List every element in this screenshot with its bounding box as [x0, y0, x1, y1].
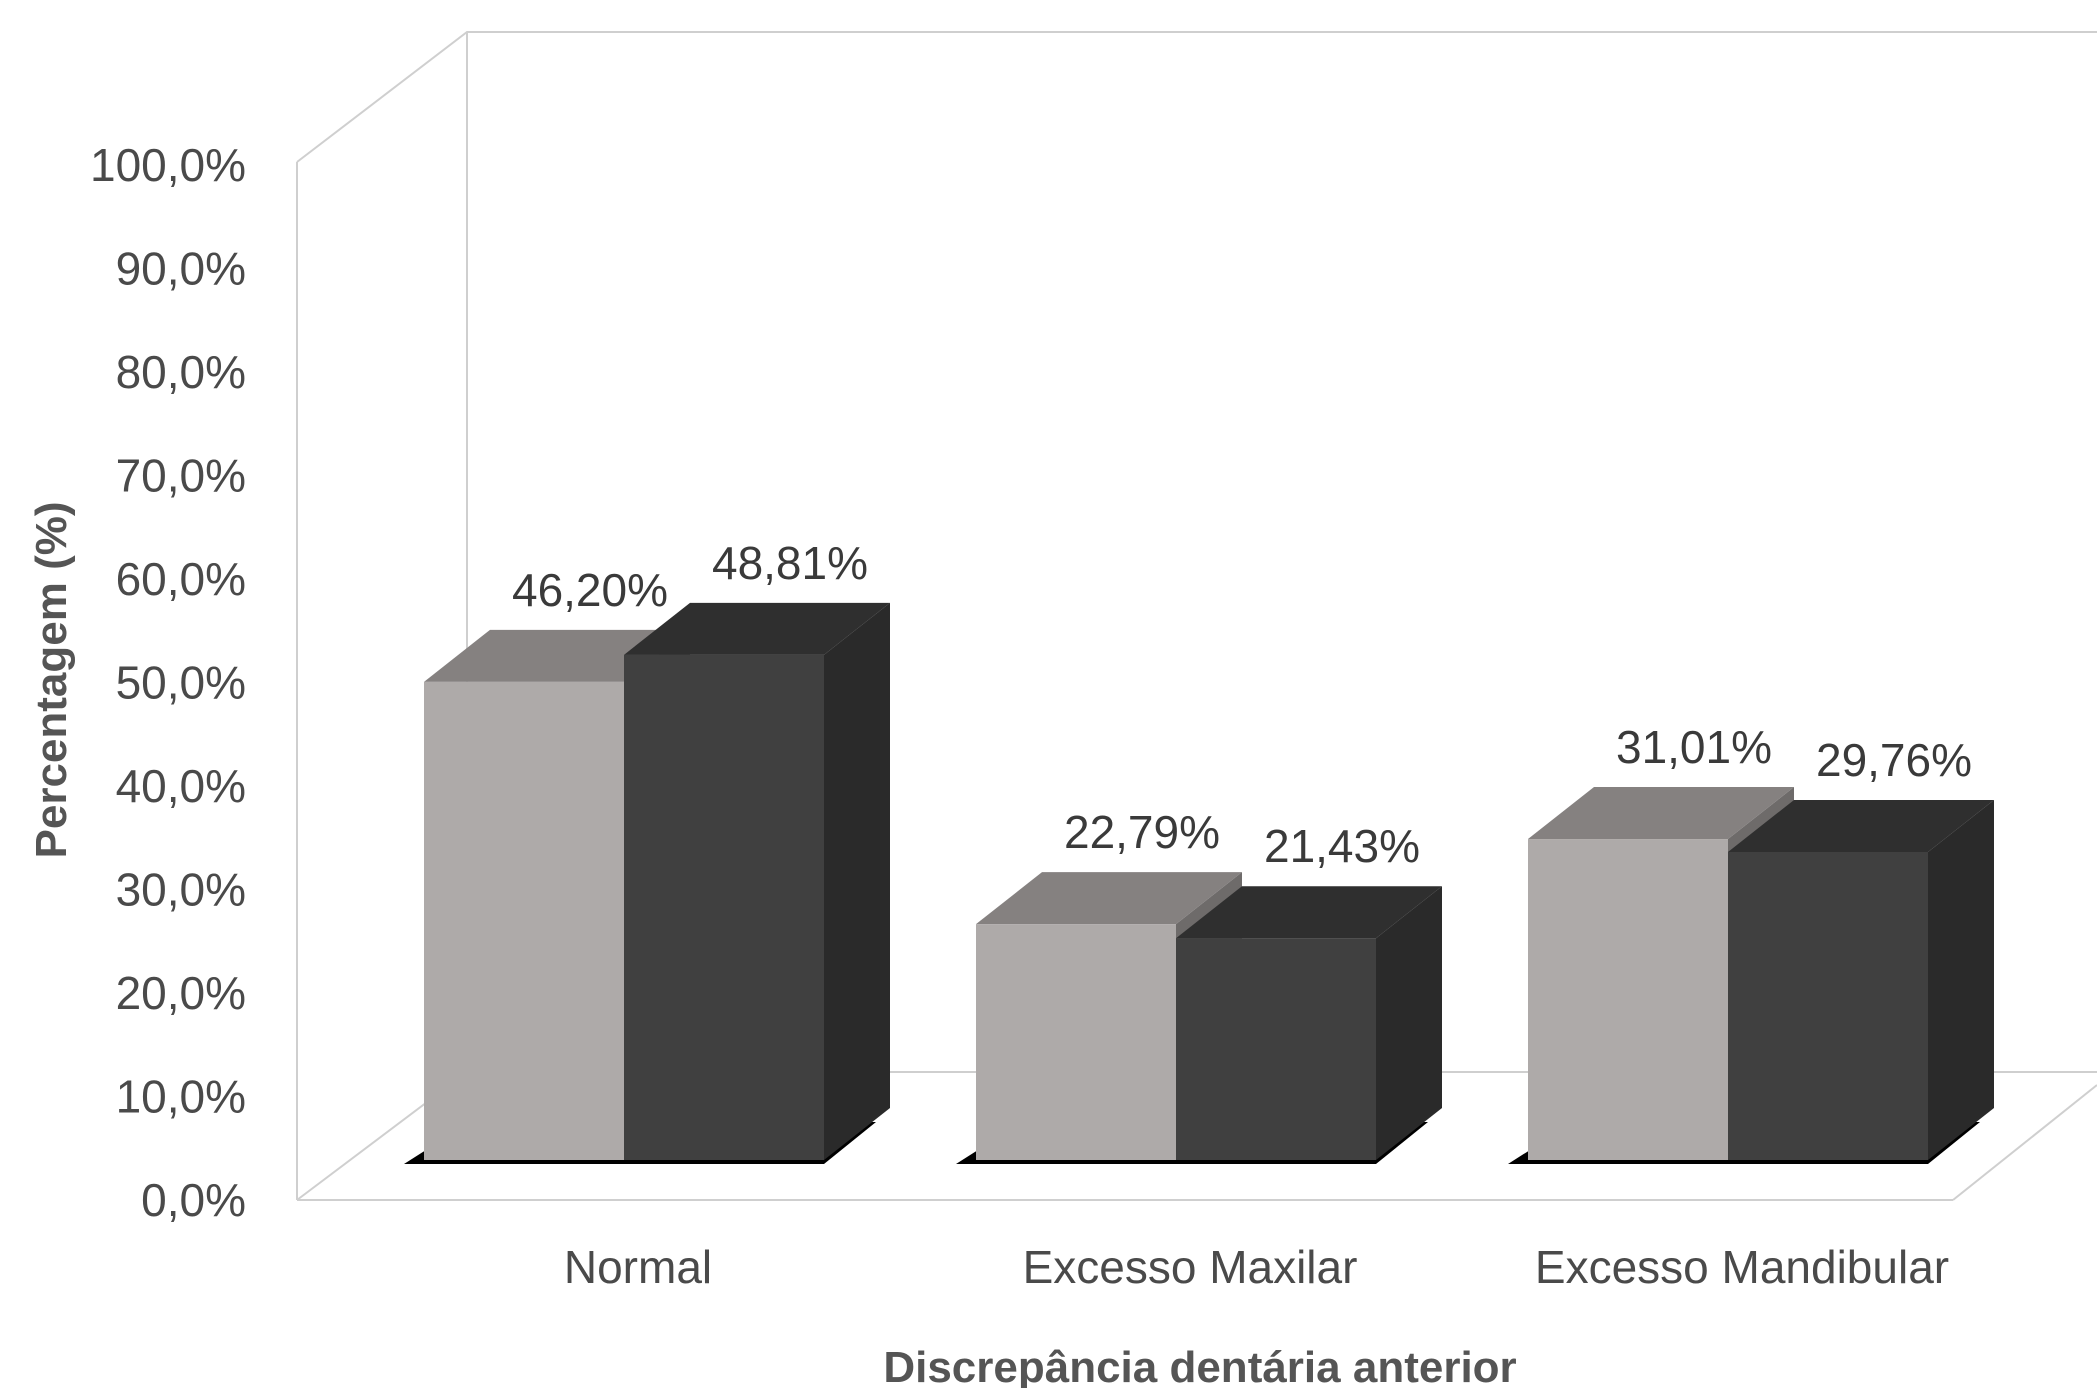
bar-top [1176, 886, 1442, 939]
x-axis-title: Discrepância dentária anterior [883, 1343, 1516, 1388]
y-tick-label: 100,0% [90, 139, 246, 191]
x-tick-label: Excesso Mandibular [1535, 1241, 1949, 1293]
bar-top [1528, 787, 1794, 840]
floor-right-edge [1952, 1084, 2097, 1201]
data-labels-layer: 46,20% 48,81% 22,79% 21,43% 31,01% 29,76% [512, 537, 1972, 872]
bar-side [824, 602, 890, 1160]
y-tick-label: 20,0% [116, 967, 246, 1019]
data-label: 48,81% [712, 537, 868, 589]
data-label: 31,01% [1616, 721, 1772, 773]
y-tick-label: 40,0% [116, 760, 246, 812]
x-tick-label: Normal [564, 1241, 712, 1293]
bar [976, 924, 1176, 1160]
bar-top [1728, 799, 1994, 852]
y-tick-label: 10,0% [116, 1071, 246, 1123]
bar-top [976, 872, 1242, 925]
bar-top [424, 629, 690, 682]
data-label: 21,43% [1264, 820, 1420, 872]
bar [1528, 839, 1728, 1160]
y-tick-label: 50,0% [116, 657, 246, 709]
data-label: 46,20% [512, 564, 668, 616]
y-tick-label: 80,0% [116, 346, 246, 398]
y-tick-label: 60,0% [116, 553, 246, 605]
bar [424, 681, 624, 1160]
bar [1728, 851, 1928, 1160]
x-tick-label: Excesso Maxilar [1023, 1241, 1358, 1293]
bar-side [1928, 799, 1994, 1160]
y-axis-title: Percentagem (%) [27, 501, 76, 858]
y-tick-label: 90,0% [116, 243, 246, 295]
data-label: 22,79% [1064, 806, 1220, 858]
y-axis-ticks: 0,0% 10,0% 20,0% 30,0% 40,0% 50,0% 60,0% 70,0% 8… [90, 139, 246, 1226]
bars-layer [404, 602, 1994, 1164]
bar-side [1376, 886, 1442, 1160]
back-wall-top-edge [296, 31, 2097, 163]
y-tick-label: 0,0% [141, 1174, 246, 1226]
bar-top [624, 602, 890, 655]
bar [624, 654, 824, 1160]
data-label: 29,76% [1816, 734, 1972, 786]
y-tick-label: 70,0% [116, 450, 246, 502]
bar [1176, 938, 1376, 1160]
y-tick-label: 30,0% [116, 864, 246, 916]
category-labels-layer: Normal Excesso Maxilar Excesso Mandibular [564, 1241, 1949, 1293]
